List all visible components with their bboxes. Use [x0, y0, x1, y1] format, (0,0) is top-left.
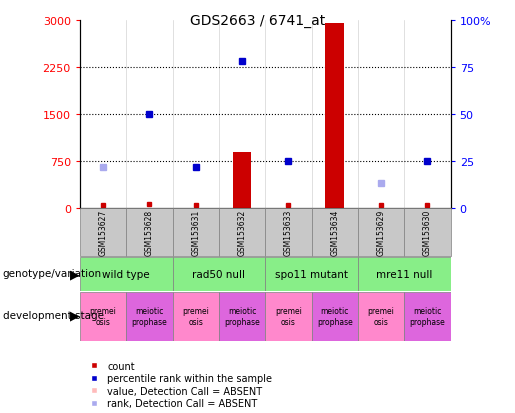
Text: ▶: ▶: [70, 267, 79, 280]
Text: meiotic
prophase: meiotic prophase: [224, 307, 260, 326]
Text: spo11 mutant: spo11 mutant: [275, 269, 348, 279]
Text: GSM153629: GSM153629: [376, 209, 386, 255]
Text: GSM153631: GSM153631: [191, 209, 200, 255]
Text: meiotic
prophase: meiotic prophase: [131, 307, 167, 326]
Bar: [173, 292, 219, 341]
Text: GSM153630: GSM153630: [423, 209, 432, 256]
Bar: [219, 209, 265, 256]
Text: mre11 null: mre11 null: [376, 269, 433, 279]
Bar: [126, 292, 173, 341]
Text: genotype/variation: genotype/variation: [3, 269, 101, 279]
Text: GSM153633: GSM153633: [284, 209, 293, 256]
Text: premei
osis: premei osis: [275, 307, 302, 326]
Bar: [219, 292, 265, 341]
Bar: [233, 152, 251, 209]
Bar: [80, 292, 126, 341]
Text: meiotic
prophase: meiotic prophase: [409, 307, 445, 326]
Text: premei
osis: premei osis: [90, 307, 116, 326]
Bar: [265, 209, 312, 256]
Bar: [404, 209, 451, 256]
Text: ▶: ▶: [70, 309, 79, 322]
Bar: [358, 292, 404, 341]
Bar: [265, 292, 312, 341]
Text: GSM153632: GSM153632: [237, 209, 247, 255]
Bar: [126, 209, 173, 256]
Text: wild type: wild type: [102, 269, 150, 279]
Text: GSM153627: GSM153627: [98, 209, 108, 255]
Text: premei
osis: premei osis: [182, 307, 209, 326]
Bar: [312, 292, 358, 341]
Text: development stage: development stage: [3, 310, 104, 320]
Bar: [312, 209, 358, 256]
Text: GSM153634: GSM153634: [330, 209, 339, 256]
Bar: [404, 292, 451, 341]
Bar: [325, 24, 344, 209]
Legend: count, percentile rank within the sample, value, Detection Call = ABSENT, rank, : count, percentile rank within the sample…: [84, 361, 272, 408]
Bar: [80, 257, 173, 291]
Bar: [173, 257, 265, 291]
Text: GSM153628: GSM153628: [145, 209, 154, 255]
Bar: [358, 257, 451, 291]
Text: rad50 null: rad50 null: [193, 269, 245, 279]
Bar: [80, 209, 126, 256]
Bar: [358, 209, 404, 256]
Bar: [173, 209, 219, 256]
Text: premei
osis: premei osis: [368, 307, 394, 326]
Bar: [265, 257, 358, 291]
Text: GDS2663 / 6741_at: GDS2663 / 6741_at: [190, 14, 325, 28]
Text: meiotic
prophase: meiotic prophase: [317, 307, 353, 326]
